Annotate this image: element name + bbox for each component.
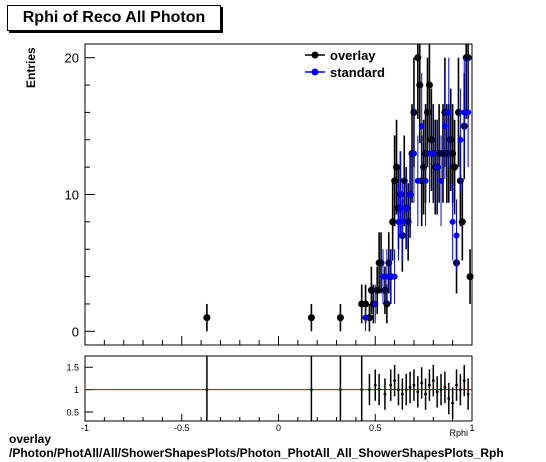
standard-point bbox=[414, 177, 421, 184]
ratio-point bbox=[443, 385, 447, 389]
ratio-x-tick-label: -0.5 bbox=[174, 423, 190, 433]
ratio-point bbox=[393, 379, 396, 383]
y-tick-label: 20 bbox=[65, 51, 79, 66]
ratio-y-tick-label: 0.5 bbox=[66, 408, 79, 418]
footer-line-2: /Photon/PhotAll/All/ShowerShapesPlots/Ph… bbox=[9, 446, 504, 460]
legend-label-overlay: overlay bbox=[330, 48, 376, 63]
standard-point bbox=[403, 205, 410, 212]
ratio-point bbox=[462, 379, 466, 383]
ratio-point bbox=[389, 383, 393, 387]
overlay-point bbox=[466, 273, 474, 281]
ratio-point bbox=[368, 388, 371, 392]
ratio-point bbox=[408, 385, 412, 389]
x-axis-label: Rphi bbox=[449, 428, 468, 438]
ratio-x-tick-label: 0.5 bbox=[369, 423, 382, 433]
overlay-point bbox=[425, 81, 433, 89]
standard-point bbox=[457, 136, 464, 143]
ratio-point bbox=[416, 390, 420, 394]
ratio-x-tick-label: 1 bbox=[469, 423, 474, 433]
overlay-point bbox=[451, 163, 459, 171]
standard-point bbox=[422, 177, 429, 184]
ratio-point bbox=[205, 388, 209, 392]
ratio-point bbox=[404, 388, 408, 392]
ratio-x-tick-label: -1 bbox=[81, 423, 89, 433]
ratio-point bbox=[447, 397, 451, 400]
ratio-point bbox=[431, 379, 435, 383]
overlay-point bbox=[377, 259, 385, 267]
standard-point bbox=[362, 314, 369, 321]
ratio-point bbox=[435, 390, 439, 394]
ratio-point bbox=[373, 383, 377, 387]
ratio-x-tick-label: 0 bbox=[276, 423, 281, 433]
ratio-y-tick-label: 1 bbox=[74, 385, 79, 395]
y-tick-label: 0 bbox=[72, 324, 79, 339]
ratio-point bbox=[466, 392, 470, 396]
standard-point bbox=[434, 164, 441, 171]
ratio-point bbox=[400, 392, 404, 396]
standard-point bbox=[391, 273, 398, 280]
chart-title: Rphi of Reco All Photon bbox=[22, 9, 206, 26]
ratio-point bbox=[339, 388, 342, 392]
standard-point bbox=[465, 109, 472, 116]
ratio-point bbox=[451, 401, 455, 405]
standard-point bbox=[399, 218, 406, 225]
ratio-point bbox=[455, 383, 458, 387]
ratio-point bbox=[428, 383, 431, 387]
overlay-point bbox=[307, 314, 315, 322]
legend-label-standard: standard bbox=[330, 65, 385, 80]
ratio-point bbox=[397, 388, 400, 392]
overlay-point bbox=[458, 218, 466, 226]
title-box: Rphi of Reco All Photon bbox=[7, 5, 221, 31]
standard-point bbox=[418, 123, 425, 130]
ratio-y-tick-label: 1.5 bbox=[66, 363, 79, 373]
y-tick-label: 10 bbox=[65, 188, 79, 203]
ratio-point bbox=[383, 392, 387, 396]
ratio-point bbox=[439, 388, 443, 392]
ratio-point bbox=[377, 388, 381, 392]
standard-point bbox=[441, 123, 448, 130]
ratio-point bbox=[424, 392, 427, 396]
ratio-point bbox=[309, 388, 313, 392]
standard-point bbox=[410, 150, 417, 157]
footer-line-1: overlay bbox=[9, 432, 52, 446]
overlay-point bbox=[203, 314, 211, 322]
standard-point bbox=[372, 300, 379, 307]
standard-point bbox=[430, 150, 437, 157]
overlay-point bbox=[454, 108, 462, 116]
standard-point bbox=[438, 177, 445, 184]
standard-point bbox=[453, 232, 460, 239]
legend-marker-overlay bbox=[311, 51, 319, 59]
standard-point bbox=[407, 191, 414, 198]
overlay-point bbox=[336, 314, 344, 322]
ratio-point bbox=[458, 388, 462, 392]
ratio-point bbox=[360, 388, 364, 392]
overlay-point bbox=[416, 81, 424, 89]
ratio-point bbox=[420, 381, 424, 385]
standard-point bbox=[445, 109, 452, 116]
ratio-point bbox=[412, 383, 416, 387]
legend-marker-standard bbox=[311, 68, 319, 76]
standard-point bbox=[449, 218, 456, 225]
